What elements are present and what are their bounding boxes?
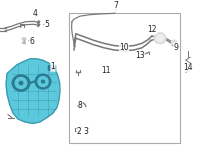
Ellipse shape: [154, 33, 166, 44]
Text: 5: 5: [45, 20, 49, 29]
Text: 10: 10: [119, 42, 129, 52]
Ellipse shape: [22, 42, 26, 44]
Text: 3: 3: [84, 127, 88, 136]
Ellipse shape: [37, 76, 49, 87]
Bar: [69, 13, 180, 143]
Ellipse shape: [35, 74, 52, 90]
Ellipse shape: [12, 74, 30, 92]
Text: 6: 6: [30, 37, 34, 46]
Ellipse shape: [41, 80, 45, 84]
Text: 14: 14: [183, 63, 193, 72]
Text: 1: 1: [51, 62, 55, 71]
Ellipse shape: [85, 128, 88, 131]
Text: 7: 7: [114, 1, 118, 10]
Text: 9: 9: [174, 42, 178, 52]
Text: 13: 13: [135, 51, 145, 60]
Text: 12: 12: [147, 25, 157, 34]
Text: 2: 2: [77, 127, 81, 136]
Ellipse shape: [22, 38, 26, 40]
FancyBboxPatch shape: [48, 66, 56, 70]
Ellipse shape: [18, 81, 24, 85]
Text: 8: 8: [78, 101, 82, 110]
Ellipse shape: [171, 40, 177, 45]
Polygon shape: [6, 59, 60, 123]
Ellipse shape: [14, 77, 28, 89]
Ellipse shape: [156, 34, 164, 42]
Text: 4: 4: [33, 9, 37, 19]
Text: 11: 11: [101, 66, 111, 75]
